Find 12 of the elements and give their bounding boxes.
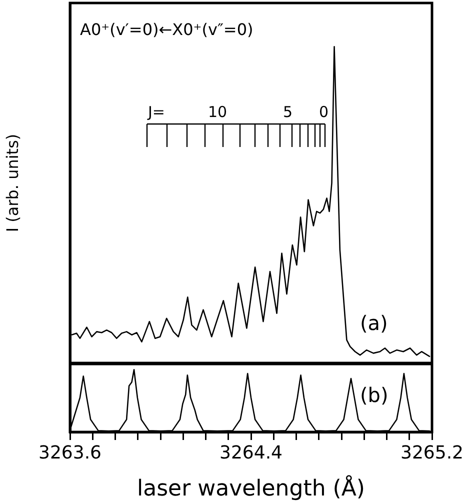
series-label: (a)	[360, 311, 388, 336]
x-tick-label: 3265.2	[400, 442, 464, 464]
series-label: (b)	[360, 383, 388, 408]
annotation: 10	[208, 103, 228, 121]
x-tick-label: 3263.6	[38, 442, 102, 464]
annotation: 5	[283, 103, 293, 121]
x-axis-title: laser wavelength (Å)	[137, 474, 365, 502]
text: A0⁺(v′=0)←X0⁺(v″=0)	[80, 20, 254, 39]
y-axis-title: I (arb. units)	[2, 134, 22, 232]
annotation: J=	[148, 103, 165, 121]
annotation: 0	[319, 103, 329, 121]
x-tick-label: 3264.4	[220, 442, 282, 464]
